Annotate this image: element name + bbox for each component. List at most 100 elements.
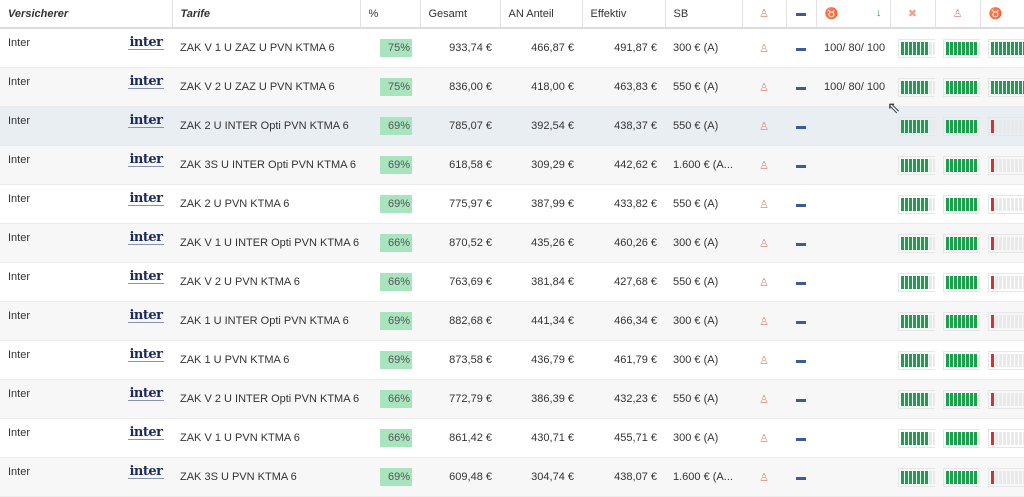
bed-icon[interactable]: ▬ — [786, 184, 816, 224]
col-effektiv[interactable]: Effektiv — [582, 0, 666, 29]
person-icon[interactable]: ♙ — [742, 418, 786, 458]
effektiv-value: 442,62 € — [582, 145, 665, 185]
col-pct[interactable]: % — [360, 0, 421, 29]
table-row[interactable]: Inter inter ZAK 1 U INTER Opti PVN KTMA 6… — [0, 301, 1024, 341]
rating-bar — [898, 233, 935, 253]
col-gesamt[interactable]: Gesamt — [420, 0, 501, 29]
bed-icon[interactable]: ▬ — [786, 262, 816, 302]
person-icon[interactable]: ♙ — [935, 0, 981, 29]
effektiv-value: 455,71 € — [582, 418, 665, 458]
bed-icon[interactable]: ▬ — [786, 28, 816, 68]
tariff-name[interactable]: ZAK V 1 U PVN KTMA 6 — [172, 418, 360, 458]
bed-icon[interactable]: ▬ — [786, 223, 816, 263]
person-icon[interactable]: ♙ — [742, 340, 786, 380]
tariff-name[interactable]: ZAK V 2 U ZAZ U PVN KTMA 6 — [172, 67, 360, 107]
rating-bar — [898, 194, 935, 214]
bed-icon[interactable]: ▬ — [786, 0, 817, 29]
bed-icon[interactable]: ▬ — [786, 145, 816, 185]
tariff-name[interactable]: ZAK V 2 U INTER Opti PVN KTMA 6 — [172, 379, 360, 419]
person-icon[interactable]: ♙ — [742, 184, 786, 224]
sb-value: 1.600 € (A... — [665, 457, 742, 497]
col-sb[interactable]: SB — [665, 0, 743, 29]
insurer-logo: inter — [128, 35, 164, 50]
rating-bar — [943, 77, 980, 97]
bed-icon[interactable]: ▬ — [786, 418, 816, 458]
tooth-icon[interactable]: ♉ ↓ — [816, 0, 891, 29]
table-row[interactable]: Inter inter ZAK V 1 U ZAZ U PVN KTMA 6 75… — [0, 28, 1024, 68]
table-row[interactable]: Inter inter ZAK V 2 U INTER Opti PVN KTMA… — [0, 379, 1024, 419]
person-icon[interactable]: ♙ — [742, 28, 786, 68]
rating-bar — [988, 428, 1024, 448]
rating-bar — [898, 311, 935, 331]
tariff-name[interactable]: ZAK 2 U PVN KTMA 6 — [172, 184, 360, 224]
match-percent: 66% — [380, 273, 412, 291]
zahn-value — [816, 457, 890, 497]
tariff-name[interactable]: ZAK 1 U INTER Opti PVN KTMA 6 — [172, 301, 360, 341]
table-row[interactable]: Inter inter ZAK 2 U INTER Opti PVN KTMA 6… — [0, 106, 1024, 146]
bed-icon[interactable]: ▬ — [786, 67, 816, 107]
insurer-name: Inter — [8, 37, 31, 49]
sort-down-icon: ↓ — [876, 7, 882, 19]
col-tarife[interactable]: Tarife — [172, 0, 361, 29]
an-anteil-value: 304,74 € — [500, 457, 582, 497]
bed-icon[interactable]: ▬ — [786, 106, 816, 146]
tariff-name[interactable]: ZAK 3S U PVN KTMA 6 — [172, 457, 360, 497]
rating-bar — [898, 116, 935, 136]
effektiv-value: 432,23 € — [582, 379, 665, 419]
table-row[interactable]: Inter inter ZAK 1 U PVN KTMA 6 69% 873,58… — [0, 340, 1024, 380]
insurer-name: Inter — [8, 193, 31, 205]
person-icon[interactable]: ♙ — [742, 379, 786, 419]
match-percent: 66% — [380, 429, 412, 447]
insurer-name: Inter — [8, 427, 31, 439]
person-icon[interactable]: ♙ — [742, 223, 786, 263]
person-icon[interactable]: ♙ — [742, 0, 787, 29]
zahn-value: 100/ 80/ 100 — [816, 28, 890, 68]
effektiv-value: 463,83 € — [582, 67, 665, 107]
col-versicherer[interactable]: Versicherer — [0, 0, 173, 29]
person-icon[interactable]: ♙ — [742, 301, 786, 341]
gesamt-value: 609,48 € — [420, 457, 500, 497]
bed-icon[interactable]: ▬ — [786, 379, 816, 419]
table-row[interactable]: Inter inter ZAK V 2 U PVN KTMA 6 66% 763,… — [0, 262, 1024, 302]
tariff-name[interactable]: ZAK 3S U INTER Opti PVN KTMA 6 — [172, 145, 360, 185]
tooth-icon[interactable]: ♉ — [980, 0, 1024, 29]
person-icon[interactable]: ♙ — [742, 67, 786, 107]
tariff-name[interactable]: ZAK 2 U INTER Opti PVN KTMA 6 — [172, 106, 360, 146]
tariff-name[interactable]: ZAK V 2 U PVN KTMA 6 — [172, 262, 360, 302]
match-percent: 66% — [380, 390, 412, 408]
person-icon[interactable]: ♙ — [742, 262, 786, 302]
person-icon[interactable]: ♙ — [742, 457, 786, 497]
person-icon[interactable]: ♙ — [742, 106, 786, 146]
rating-bar — [898, 272, 935, 292]
bed-icon[interactable]: ▬ — [786, 340, 816, 380]
rating-bar — [943, 38, 980, 58]
effektiv-value: 466,34 € — [582, 301, 665, 341]
insurer-logo: inter — [128, 230, 164, 245]
tariff-name[interactable]: ZAK 1 U PVN KTMA 6 — [172, 340, 360, 380]
gesamt-value: 933,74 € — [420, 28, 500, 68]
zahn-value — [816, 262, 890, 302]
sb-value: 300 € (A) — [665, 418, 742, 458]
table-row[interactable]: Inter inter ZAK V 2 U ZAZ U PVN KTMA 6 75… — [0, 67, 1024, 107]
match-percent: 75% — [380, 78, 412, 96]
table-row[interactable]: Inter inter ZAK V 1 U INTER Opti PVN KTMA… — [0, 223, 1024, 263]
sb-value: 550 € (A) — [665, 379, 742, 419]
table-row[interactable]: Inter inter ZAK 3S U PVN KTMA 6 69% 609,4… — [0, 457, 1024, 497]
bed-icon[interactable]: ▬ — [786, 457, 816, 497]
insurer-logo: inter — [128, 425, 164, 440]
an-anteil-value: 430,71 € — [500, 418, 582, 458]
zahn-value — [816, 418, 890, 458]
cross-icon[interactable]: ✖ — [890, 0, 936, 29]
rating-bar — [898, 428, 935, 448]
col-an-anteil[interactable]: AN Anteil — [500, 0, 583, 29]
zahn-value — [816, 145, 890, 185]
tariff-name[interactable]: ZAK V 1 U ZAZ U PVN KTMA 6 — [172, 28, 360, 68]
table-row[interactable]: Inter inter ZAK 2 U PVN KTMA 6 69% 775,97… — [0, 184, 1024, 224]
tariff-name[interactable]: ZAK V 1 U INTER Opti PVN KTMA 6 — [172, 223, 360, 263]
sb-value: 300 € (A) — [665, 340, 742, 380]
person-icon[interactable]: ♙ — [742, 145, 786, 185]
table-row[interactable]: Inter inter ZAK 3S U INTER Opti PVN KTMA … — [0, 145, 1024, 185]
table-row[interactable]: Inter inter ZAK V 1 U PVN KTMA 6 66% 861,… — [0, 418, 1024, 458]
an-anteil-value: 466,87 € — [500, 28, 582, 68]
bed-icon[interactable]: ▬ — [786, 301, 816, 341]
